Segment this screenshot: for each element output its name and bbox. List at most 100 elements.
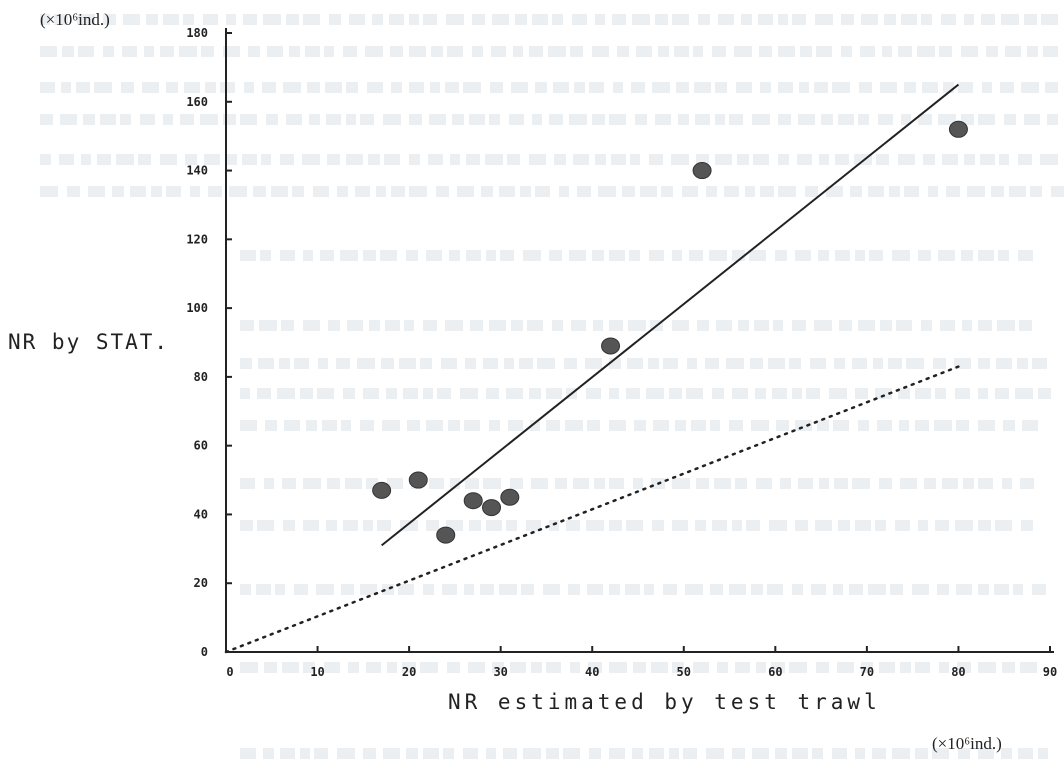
bleed-glyph	[531, 662, 542, 673]
bleed-glyph	[895, 520, 910, 531]
bleed-glyph	[571, 320, 586, 331]
bleed-glyph	[240, 584, 251, 595]
bleed-glyph	[363, 520, 373, 531]
bleed-glyph	[464, 420, 480, 431]
bleed-glyph	[279, 358, 290, 369]
bleed-glyph	[640, 186, 657, 197]
bleed-glyph	[736, 82, 752, 93]
bleed-glyph	[587, 584, 603, 595]
bleed-glyph	[486, 388, 499, 399]
bleed-glyph	[982, 82, 992, 93]
bleed-glyph	[185, 154, 197, 165]
bleed-glyph	[592, 46, 609, 57]
y-tick-label: 160	[186, 95, 208, 109]
bleed-glyph	[253, 186, 266, 197]
y-tick-label: 180	[186, 26, 208, 40]
bleed-glyph	[712, 388, 724, 399]
bleed-glyph	[499, 186, 515, 197]
bleed-glyph	[956, 584, 972, 595]
bleed-glyph	[995, 388, 1009, 399]
bleed-glyph	[754, 320, 769, 331]
bleed-glyph	[160, 46, 174, 57]
bleed-glyph	[841, 14, 854, 25]
bleed-glyph	[564, 358, 577, 369]
x-tick-label: 50	[677, 665, 691, 679]
bleed-glyph	[683, 748, 697, 759]
bleed-glyph	[452, 114, 464, 125]
bleed-glyph	[978, 320, 992, 331]
bleed-glyph	[789, 662, 807, 673]
bleed-glyph	[635, 114, 647, 125]
bleed-glyph	[515, 14, 527, 25]
bleed-glyph	[693, 662, 709, 673]
bleed-glyph	[546, 388, 562, 399]
bleed-glyph	[658, 46, 669, 57]
bleed-glyph	[130, 186, 146, 197]
x-tick-label: 80	[951, 665, 965, 679]
bleed-glyph	[447, 662, 460, 673]
bleed-glyph	[1018, 154, 1032, 165]
bleed-glyph	[850, 186, 862, 197]
bleed-glyph	[869, 250, 883, 261]
bleed-glyph	[520, 186, 531, 197]
bleed-glyph	[300, 748, 310, 759]
bleed-glyph	[389, 14, 404, 25]
bleed-glyph	[531, 478, 548, 489]
bleed-glyph	[409, 14, 419, 25]
bleed-glyph	[626, 520, 643, 531]
bleed-glyph	[631, 82, 645, 93]
bleed-glyph	[240, 420, 257, 431]
bleed-glyph	[466, 154, 480, 165]
bleed-glyph	[655, 114, 671, 125]
bleed-glyph	[918, 114, 932, 125]
bleed-glyph	[77, 14, 95, 25]
bleed-glyph	[756, 478, 772, 489]
bleed-glyph	[423, 748, 439, 759]
bleed-glyph	[586, 520, 604, 531]
x-tick-label: 0	[226, 665, 233, 679]
bleed-glyph	[672, 520, 688, 531]
bleed-glyph	[529, 388, 541, 399]
bleed-glyph	[450, 478, 460, 489]
bleed-glyph	[892, 748, 910, 759]
bleed-glyph	[492, 14, 509, 25]
bleed-glyph	[303, 320, 320, 331]
bleed-glyph	[617, 46, 629, 57]
bleed-glyph	[360, 420, 374, 431]
bleed-glyph	[595, 154, 606, 165]
bleed-glyph	[923, 154, 935, 165]
bleed-glyph	[423, 584, 434, 595]
bleed-glyph	[535, 82, 547, 93]
bleed-glyph	[922, 82, 938, 93]
bleed-glyph	[552, 320, 563, 331]
bleed-glyph	[481, 186, 493, 197]
bleed-glyph	[429, 478, 444, 489]
bleed-glyph	[200, 114, 218, 125]
bleed-glyph	[904, 82, 916, 93]
bleed-glyph	[263, 748, 274, 759]
y-axis-unit: (×10⁶ind.)	[40, 10, 110, 29]
bleed-glyph	[991, 186, 1004, 197]
bleed-glyph	[955, 520, 973, 531]
bleed-glyph	[672, 478, 690, 489]
bleed-glyph	[511, 82, 528, 93]
y-tick-label: 120	[186, 232, 208, 246]
bleed-glyph	[577, 186, 591, 197]
bleed-glyph	[737, 154, 749, 165]
bleed-glyph	[322, 420, 337, 431]
bleed-glyph	[915, 388, 931, 399]
bleed-glyph	[775, 250, 787, 261]
bleed-glyph	[506, 520, 517, 531]
bleed-glyph	[778, 14, 788, 25]
bleed-glyph	[103, 46, 114, 57]
bleed-glyph	[978, 520, 991, 531]
bleed-glyph	[1004, 114, 1016, 125]
bleed-glyph	[469, 114, 485, 125]
bleed-glyph	[261, 154, 271, 165]
bleed-glyph	[759, 46, 772, 57]
bleed-glyph	[585, 358, 602, 369]
bleed-glyph	[404, 320, 414, 331]
reference-line-dotted	[224, 365, 960, 654]
bleed-glyph	[97, 154, 111, 165]
